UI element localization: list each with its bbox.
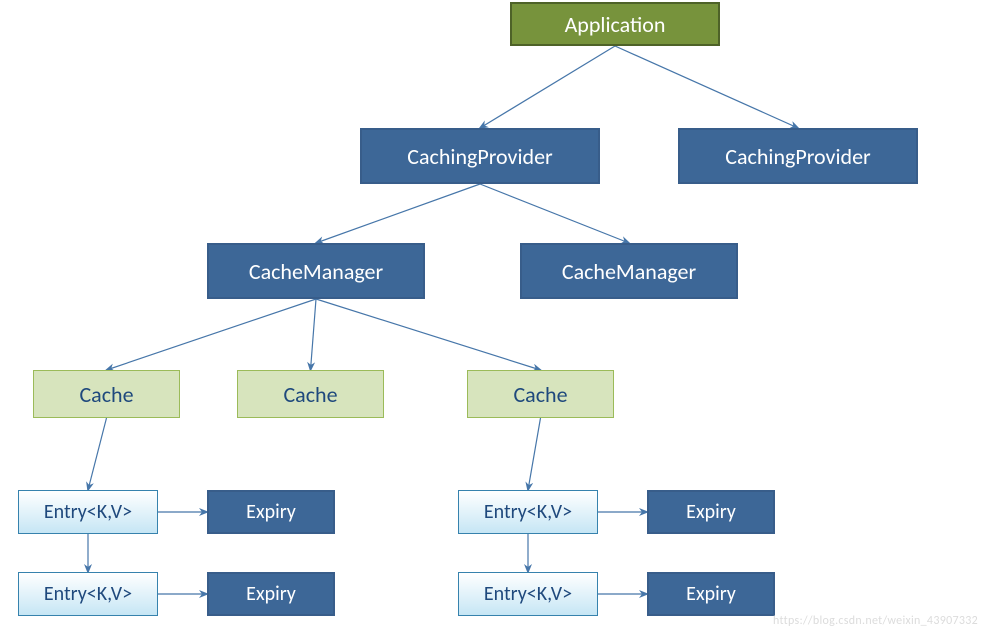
edge-app-cp2 [615, 46, 798, 128]
node-c3: Cache [467, 370, 614, 418]
node-x3b: Expiry [647, 572, 775, 616]
node-label: Expiry [686, 500, 736, 524]
node-label: Entry<K,V> [44, 500, 132, 524]
node-label: CacheManager [562, 258, 696, 285]
node-cm1: CacheManager [207, 243, 425, 299]
node-label: Application [565, 11, 666, 38]
node-x3a: Expiry [647, 490, 775, 534]
node-label: CacheManager [249, 258, 383, 285]
node-label: Entry<K,V> [44, 582, 132, 606]
node-x1a: Expiry [207, 490, 335, 534]
edge-c3-e3a [528, 418, 541, 490]
node-label: Expiry [686, 582, 736, 606]
edge-cm1-c2 [311, 299, 317, 370]
node-e3a: Entry<K,V> [458, 490, 598, 534]
node-app: Application [510, 2, 720, 46]
node-label: Entry<K,V> [484, 582, 572, 606]
node-label: Expiry [246, 500, 296, 524]
edge-cm1-c3 [316, 299, 541, 370]
edge-app-cp1 [480, 46, 615, 128]
node-e1a: Entry<K,V> [18, 490, 158, 534]
node-c1: Cache [33, 370, 180, 418]
node-label: CachingProvider [407, 143, 552, 170]
node-label: Entry<K,V> [484, 500, 572, 524]
node-label: Expiry [246, 582, 296, 606]
node-c2: Cache [237, 370, 384, 418]
edge-cp1-cm2 [480, 184, 629, 243]
node-label: Cache [513, 381, 567, 408]
node-cm2: CacheManager [520, 243, 738, 299]
node-label: CachingProvider [725, 143, 870, 170]
edge-cm1-c1 [107, 299, 317, 370]
node-label: Cache [79, 381, 133, 408]
node-cp1: CachingProvider [360, 128, 600, 184]
edge-cp1-cm1 [316, 184, 480, 243]
node-x1b: Expiry [207, 572, 335, 616]
edges-layer [0, 0, 990, 634]
node-label: Cache [283, 381, 337, 408]
watermark-text: https://blog.csdn.net/weixin_43907332 [773, 614, 978, 628]
edge-c1-e1a [88, 418, 107, 490]
node-e3b: Entry<K,V> [458, 572, 598, 616]
node-cp2: CachingProvider [678, 128, 918, 184]
node-e1b: Entry<K,V> [18, 572, 158, 616]
